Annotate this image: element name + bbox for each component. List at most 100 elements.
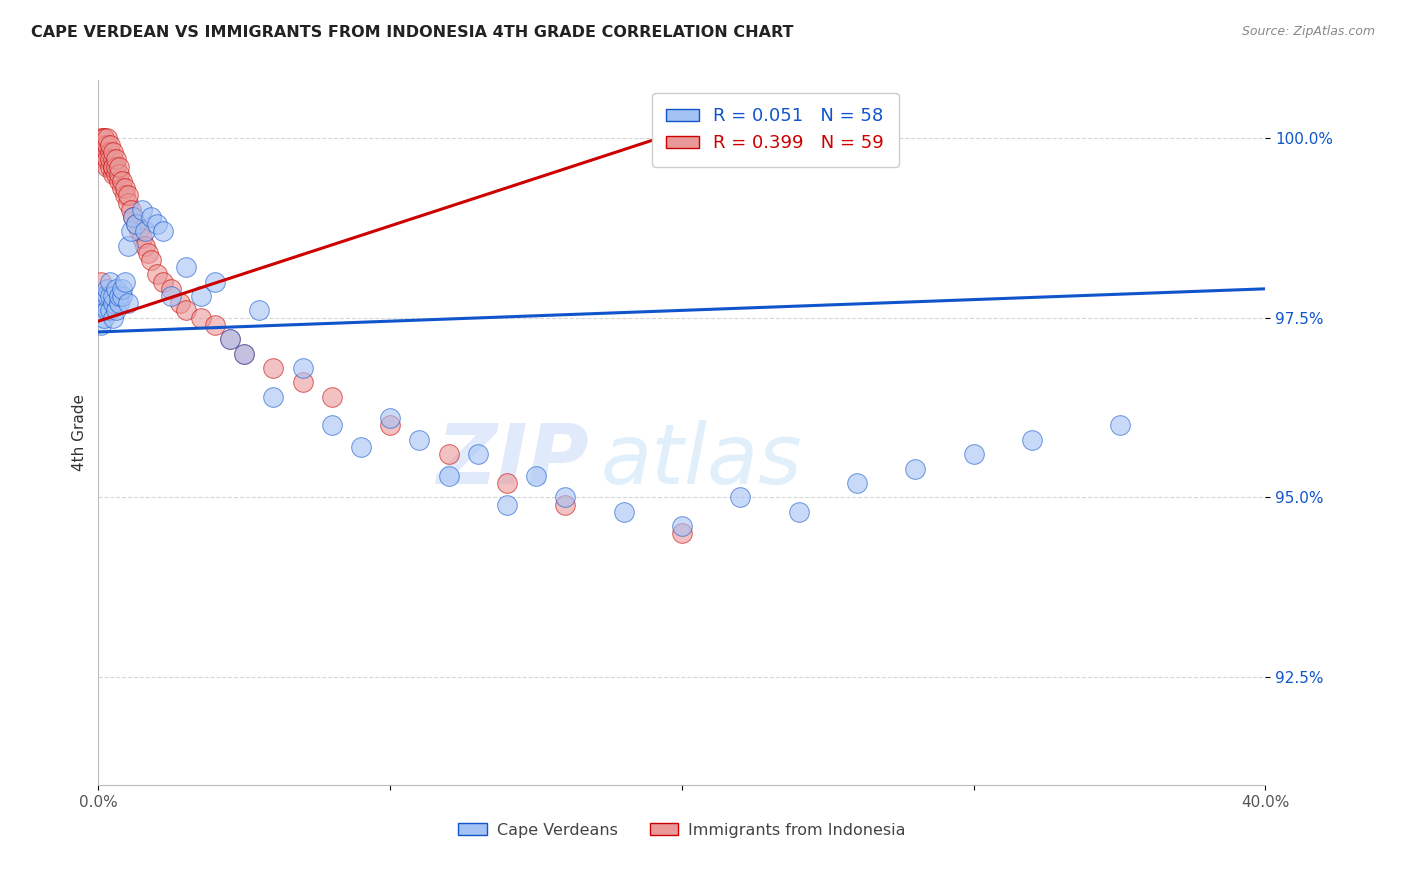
Point [174,303,197,318]
Point [93,138,115,153]
Point [104,282,127,296]
Point [101,296,124,310]
Point [554,498,576,512]
Point [98,138,121,153]
Point [90,275,112,289]
Point [128,224,150,238]
Point [98,303,121,318]
Point [111,174,134,188]
Point [96,145,118,160]
Point [262,390,284,404]
Point [120,202,142,217]
Point [1108,418,1130,433]
Point [96,138,118,153]
Point [125,217,148,231]
Point [98,289,121,303]
Point [104,303,127,318]
Point [108,167,131,181]
Legend: Cape Verdeans, Immigrants from Indonesia: Cape Verdeans, Immigrants from Indonesia [451,816,912,844]
Point [96,130,118,145]
Point [101,153,124,167]
Point [101,289,124,303]
Y-axis label: 4th Grade: 4th Grade [72,394,87,471]
Point [846,475,869,490]
Point [101,145,124,160]
Point [204,275,226,289]
Point [321,418,343,433]
Point [111,282,134,296]
Point [787,505,810,519]
Point [136,245,159,260]
Point [152,275,174,289]
Point [321,390,343,404]
Point [111,289,134,303]
Point [101,310,124,325]
Point [204,318,226,332]
Point [134,224,156,238]
Point [496,498,519,512]
Point [139,210,162,224]
Point [524,468,547,483]
Point [108,296,131,310]
Point [93,153,115,167]
Point [496,475,519,490]
Point [90,138,112,153]
Point [104,167,127,181]
Point [98,153,121,167]
Point [152,224,174,238]
Point [190,289,212,303]
Point [98,145,121,160]
Point [730,491,752,505]
Point [139,253,162,268]
Point [190,310,212,325]
Point [131,202,153,217]
Point [101,160,124,174]
Point [160,282,183,296]
Point [554,491,576,505]
Point [114,275,136,289]
Point [233,346,256,360]
Point [962,447,984,461]
Point [174,260,197,275]
Point [131,231,153,245]
Point [134,238,156,252]
Point [90,303,112,318]
Text: CAPE VERDEAN VS IMMIGRANTS FROM INDONESIA 4TH GRADE CORRELATION CHART: CAPE VERDEAN VS IMMIGRANTS FROM INDONESI… [31,25,793,40]
Point [233,346,256,360]
Point [98,275,121,289]
Point [120,224,142,238]
Point [122,210,145,224]
Point [93,130,115,145]
Point [108,289,131,303]
Point [291,376,314,390]
Point [98,160,121,174]
Point [90,130,112,145]
Point [350,440,373,454]
Text: Source: ZipAtlas.com: Source: ZipAtlas.com [1241,25,1375,38]
Point [218,332,240,346]
Point [111,181,134,195]
Point [160,289,183,303]
Point [93,310,115,325]
Point [104,160,127,174]
Point [467,447,489,461]
Point [93,145,115,160]
Point [108,160,131,174]
Point [262,360,284,375]
Point [101,160,124,174]
Point [146,217,169,231]
Point [671,526,693,541]
Point [93,289,115,303]
Point [108,174,131,188]
Point [380,418,402,433]
Point [93,130,115,145]
Point [247,303,270,318]
Point [437,447,460,461]
Point [117,296,139,310]
Point [117,195,139,210]
Point [114,188,136,202]
Point [169,296,191,310]
Point [90,318,112,332]
Point [380,411,402,425]
Point [114,181,136,195]
